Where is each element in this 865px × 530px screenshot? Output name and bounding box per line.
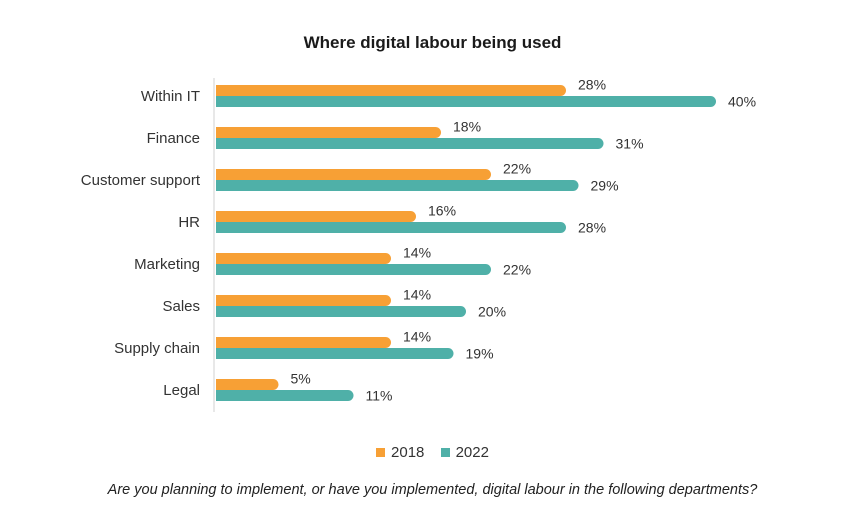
legend-label-2022: 2022	[455, 444, 489, 461]
bar-hr-2018	[216, 211, 416, 222]
value-label-legal-2022: 11%	[366, 388, 393, 404]
legend-swatch-2022	[440, 448, 450, 457]
value-label-hr-2018: 16%	[428, 203, 456, 219]
bar-within-it-2022	[216, 96, 716, 107]
bar-marketing-2018	[216, 253, 391, 264]
bar-base-marketing-2018	[216, 253, 227, 264]
bar-hr-2022	[216, 222, 566, 233]
value-label-legal-2018: 5%	[291, 371, 311, 387]
value-label-customer-support-2022: 29%	[591, 178, 619, 194]
value-label-within-it-2022: 40%	[728, 94, 756, 110]
bar-base-hr-2018	[216, 211, 227, 222]
bar-base-customer-support-2018	[216, 169, 227, 180]
bar-marketing-2022	[216, 264, 491, 275]
category-label-within-it: Within IT	[141, 88, 200, 105]
bar-legal-2018	[216, 379, 279, 390]
value-label-finance-2018: 18%	[453, 119, 481, 135]
value-label-supply-chain-2022: 19%	[466, 346, 494, 362]
category-label-supply-chain: Supply chain	[114, 340, 200, 357]
legend-item-2022: 2022	[440, 444, 489, 461]
bar-base-within-it-2018	[216, 85, 227, 96]
bar-customer-support-2022	[216, 180, 579, 191]
bar-base-marketing-2022	[216, 264, 227, 275]
bar-legal-2022	[216, 390, 354, 401]
category-label-legal: Legal	[163, 382, 200, 399]
bars-group: Within IT 28% 40% Finance 18% 31% Customer sup…	[81, 77, 756, 404]
legend-item-2018: 2018	[376, 444, 424, 461]
legend-label-2018: 2018	[391, 444, 425, 461]
bar-base-supply-chain-2022	[216, 348, 227, 359]
bar-base-legal-2018	[216, 379, 227, 390]
value-label-supply-chain-2018: 14%	[403, 329, 431, 345]
value-label-sales-2018: 14%	[403, 287, 431, 303]
bar-base-within-it-2022	[216, 96, 227, 107]
bar-supply-chain-2018	[216, 337, 391, 348]
bar-base-finance-2022	[216, 138, 227, 149]
value-label-customer-support-2018: 22%	[503, 161, 531, 177]
value-label-marketing-2018: 14%	[403, 245, 431, 261]
category-label-sales: Sales	[162, 298, 200, 315]
category-label-marketing: Marketing	[134, 256, 200, 273]
bar-customer-support-2018	[216, 169, 491, 180]
bar-within-it-2018	[216, 85, 566, 96]
category-label-customer-support: Customer support	[81, 172, 201, 189]
category-label-finance: Finance	[147, 130, 200, 147]
category-label-hr: HR	[178, 214, 200, 231]
bar-sales-2018	[216, 295, 391, 306]
bar-base-sales-2022	[216, 306, 227, 317]
bar-base-sales-2018	[216, 295, 227, 306]
bar-supply-chain-2022	[216, 348, 454, 359]
legend: 2018 2022	[0, 444, 865, 461]
bar-base-customer-support-2022	[216, 180, 227, 191]
value-label-finance-2022: 31%	[616, 136, 644, 152]
bar-sales-2022	[216, 306, 466, 317]
bar-base-hr-2022	[216, 222, 227, 233]
value-label-hr-2022: 28%	[578, 220, 606, 236]
value-label-marketing-2022: 22%	[503, 262, 531, 278]
chart-footnote: Are you planning to implement, or have y…	[107, 482, 758, 498]
bar-finance-2022	[216, 138, 604, 149]
bar-finance-2018	[216, 127, 441, 138]
value-label-within-it-2018: 28%	[578, 77, 606, 93]
bar-base-supply-chain-2018	[216, 337, 227, 348]
bar-base-legal-2022	[216, 390, 227, 401]
chart-title: Where digital labour being used	[303, 33, 562, 52]
legend-swatch-2018	[376, 448, 386, 457]
value-label-sales-2022: 20%	[478, 304, 506, 320]
bar-chart: Within IT 28% 40% Finance 18% 31% Customer sup…	[81, 77, 756, 412]
bar-base-finance-2018	[216, 127, 227, 138]
